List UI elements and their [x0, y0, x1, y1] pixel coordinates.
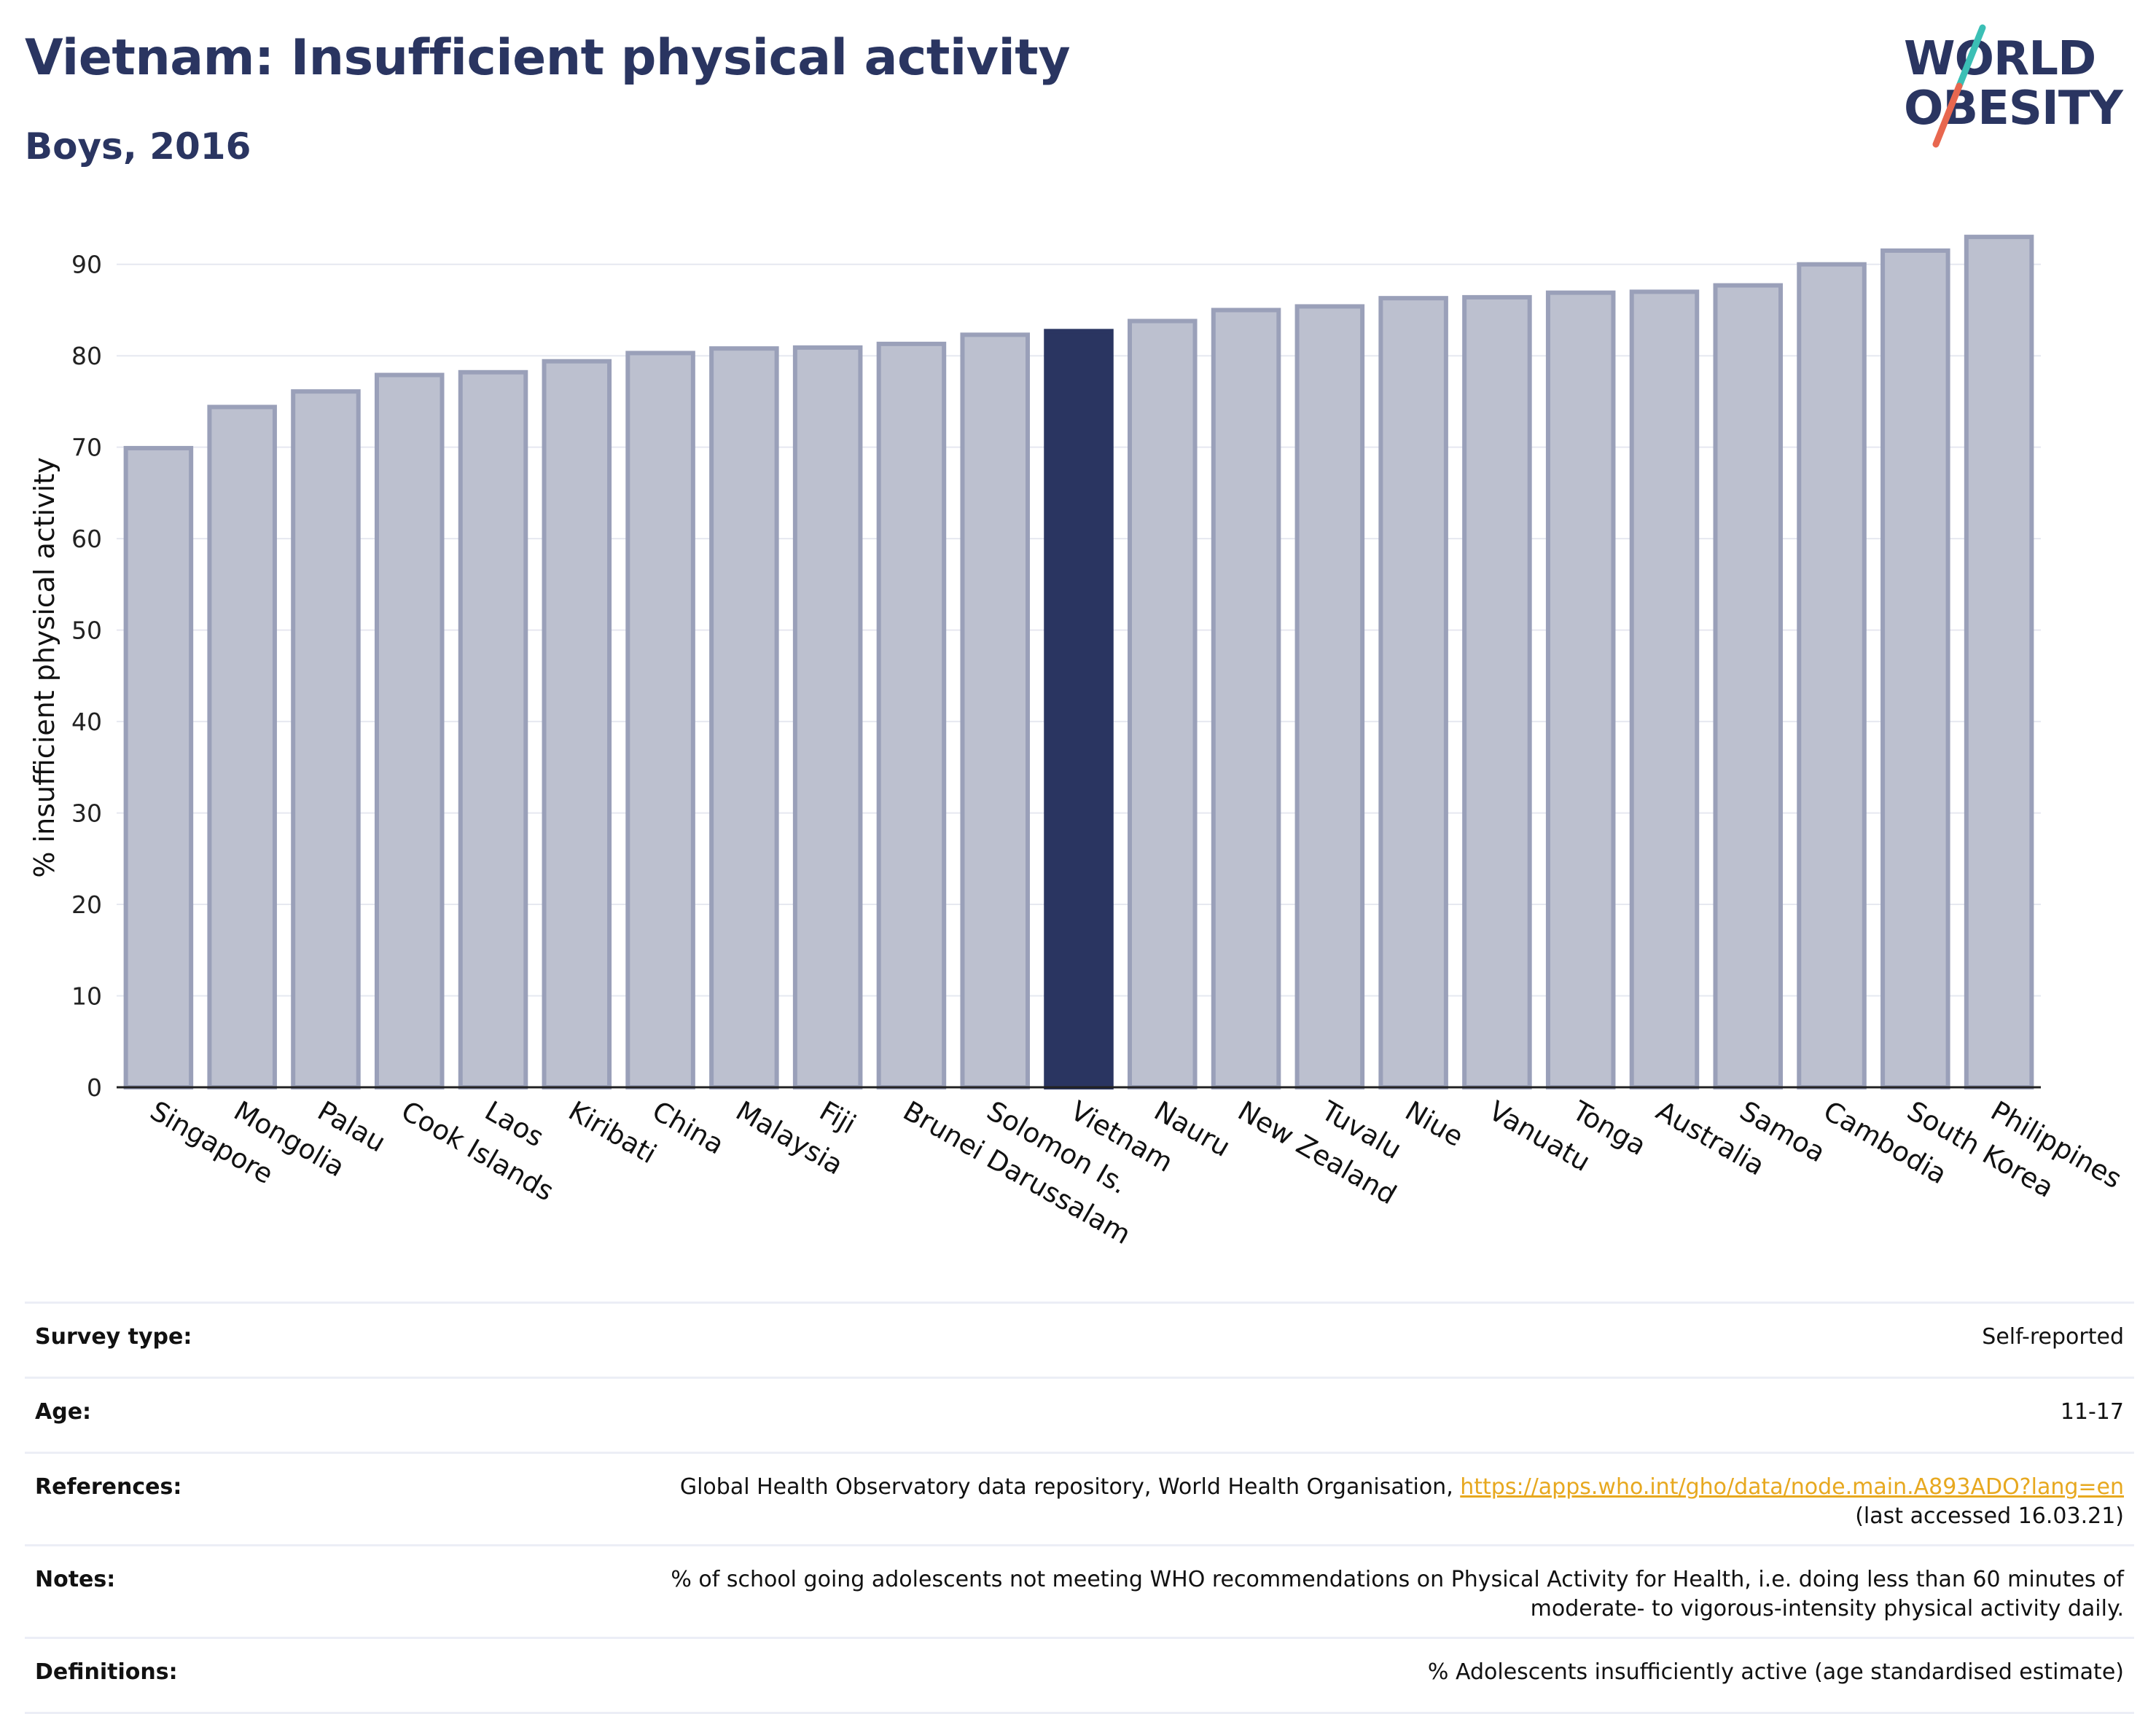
bar-singapore — [123, 445, 194, 1089]
bar-palau — [291, 389, 361, 1089]
y-tick-label: 80 — [71, 342, 102, 370]
y-tick-label: 30 — [71, 799, 102, 828]
bar-tuvalu — [1294, 304, 1365, 1090]
bar-niue — [1378, 296, 1448, 1089]
bar-vietnam — [1044, 329, 1114, 1089]
y-tick-label: 10 — [71, 982, 102, 1011]
bar-samoa — [1713, 283, 1784, 1089]
bar-fiji — [792, 345, 863, 1089]
definitions-value: % Adolescents insufficiently active (age… — [351, 1637, 2134, 1714]
chart-title: Vietnam: Insufficient physical activity — [25, 29, 1071, 87]
logo-slash-bottom — [1932, 82, 1963, 148]
info-row-definitions: Definitions: % Adolescents insufficientl… — [25, 1637, 2134, 1714]
x-tick-label: China — [647, 1095, 730, 1161]
y-axis-ticks: 0 10 20 30 40 50 60 70 80 90 — [71, 251, 102, 1102]
bar-chart: 0 10 20 30 40 50 60 70 80 90 SingaporeMongoliaPal… — [28, 235, 2127, 1251]
bar-philippines — [1964, 235, 2034, 1089]
bar-cambodia — [1797, 262, 1867, 1090]
bar-vanuatu — [1462, 294, 1532, 1090]
info-row-references: References: Global Health Observatory da… — [25, 1452, 2134, 1546]
y-tick-label: 50 — [71, 617, 102, 645]
x-tick-label: Kiribati — [563, 1095, 662, 1170]
y-axis-title: % insufficient physical activity — [28, 457, 60, 877]
x-tick-label: Niue — [1400, 1095, 1469, 1153]
info-table: Survey type: Self-reported Age: 11-17 Re… — [25, 1302, 2134, 1714]
info-row-age: Age: 11-17 — [25, 1377, 2134, 1453]
bar-brunei-darussalam — [876, 341, 947, 1090]
x-tick-label: Cook Islands — [396, 1095, 559, 1208]
definitions-label: Definitions: — [25, 1637, 351, 1714]
logo-word-world: WORLD — [1904, 32, 2096, 86]
references-label: References: — [25, 1452, 351, 1546]
bar-kiribati — [542, 359, 612, 1089]
age-value: 11-17 — [351, 1377, 2134, 1453]
bar-nauru — [1128, 318, 1198, 1089]
x-tick-label: Fiji — [814, 1095, 861, 1140]
bar-laos — [458, 369, 528, 1089]
bar-tonga — [1545, 290, 1616, 1090]
bar-solomon-is — [960, 332, 1030, 1090]
bar-cook-islands — [374, 372, 445, 1089]
age-label: Age: — [25, 1377, 351, 1453]
y-tick-label: 70 — [71, 434, 102, 462]
survey-type-value: Self-reported — [351, 1302, 2134, 1378]
y-tick-label: 20 — [71, 891, 102, 919]
y-tick-label: 0 — [87, 1073, 102, 1102]
notes-label: Notes: — [25, 1544, 351, 1638]
notes-value: % of school going adolescents not meetin… — [351, 1544, 2134, 1638]
logo-slash-top — [1956, 24, 1986, 90]
bar-china — [625, 351, 695, 1090]
bars — [123, 235, 2034, 1090]
info-row-survey-type: Survey type: Self-reported — [25, 1302, 2134, 1378]
bar-south-korea — [1880, 248, 1950, 1090]
references-accessed: (last accessed 16.03.21) — [1855, 1503, 2124, 1529]
references-value: Global Health Observatory data repositor… — [351, 1452, 2134, 1546]
notes-line-1: % of school going adolescents not meetin… — [671, 1567, 2124, 1592]
bar-australia — [1629, 289, 1700, 1090]
references-text: Global Health Observatory data repositor… — [679, 1474, 1461, 1500]
info-row-notes: Notes: % of school going adolescents not… — [25, 1544, 2134, 1638]
y-tick-label: 60 — [71, 525, 102, 553]
references-link[interactable]: https://apps.who.int/gho/data/node.main.… — [1460, 1474, 2124, 1500]
survey-type-label: Survey type: — [25, 1302, 351, 1378]
bar-mongolia — [207, 404, 277, 1089]
y-tick-label: 90 — [71, 251, 102, 279]
world-obesity-logo: WORLD OBESITY — [1904, 24, 2124, 148]
bar-new-zealand — [1211, 308, 1281, 1090]
chart-subtitle: Boys, 2016 — [25, 125, 251, 168]
bar-malaysia — [709, 346, 779, 1090]
notes-line-2: moderate- to vigorous-intensity physical… — [1530, 1596, 2124, 1621]
y-tick-label: 40 — [71, 708, 102, 736]
